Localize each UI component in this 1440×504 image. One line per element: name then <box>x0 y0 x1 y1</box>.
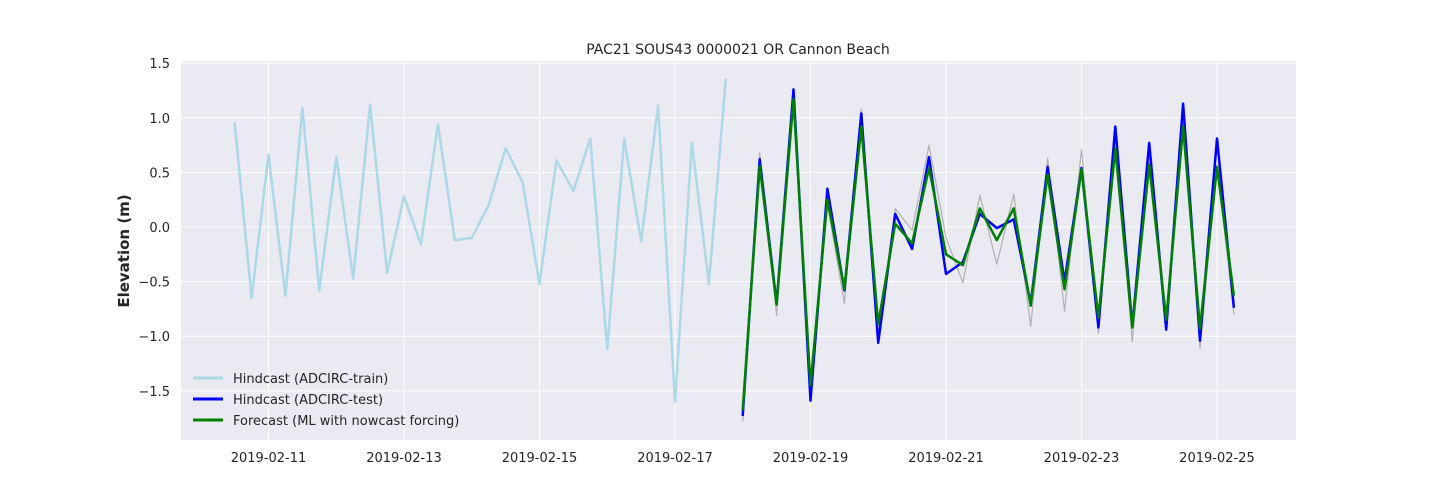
x-tick-labels: 2019-02-11 2019-02-13 2019-02-15 2019-02-17… <box>231 451 1255 466</box>
legend-label-test: Hindcast (ADCIRC-test) <box>233 393 383 408</box>
y-tick-label: −1.0 <box>138 330 170 345</box>
plot-background <box>181 61 1296 440</box>
chart-title: PAC21 SOUS43 0000021 OR Cannon Beach <box>586 42 890 58</box>
legend-label-forecast: Forecast (ML with nowcast forcing) <box>233 414 459 429</box>
series-line-0 <box>233 78 728 404</box>
x-tick-label: 2019-02-17 <box>637 451 713 466</box>
series-line-3 <box>741 97 1236 411</box>
x-tick-label: 2019-02-13 <box>366 451 442 466</box>
x-tick-label: 2019-02-15 <box>502 451 578 466</box>
y-axis-label: Elevation (m) <box>115 194 133 307</box>
y-tick-label: 1.5 <box>149 57 170 72</box>
y-tick-label: −1.5 <box>138 385 170 400</box>
y-tick-label: 1.0 <box>149 112 170 127</box>
x-tick-label: 2019-02-19 <box>773 451 849 466</box>
y-tick-labels: 1.5 1.0 0.5 0.0 −0.5 −1.0 −1.5 <box>138 57 170 400</box>
grid <box>181 61 1296 440</box>
y-tick-label: 0.0 <box>149 221 170 236</box>
legend: Hindcast (ADCIRC-train) Hindcast (ADCIRC… <box>193 372 459 429</box>
series-lines <box>233 78 1236 422</box>
legend-label-train: Hindcast (ADCIRC-train) <box>233 372 388 387</box>
y-tick-label: −0.5 <box>138 276 170 291</box>
x-tick-label: 2019-02-23 <box>1044 451 1120 466</box>
y-tick-label: 0.5 <box>149 166 170 181</box>
x-tick-label: 2019-02-11 <box>231 451 307 466</box>
x-tick-label: 2019-02-21 <box>908 451 984 466</box>
x-tick-label: 2019-02-25 <box>1179 451 1255 466</box>
